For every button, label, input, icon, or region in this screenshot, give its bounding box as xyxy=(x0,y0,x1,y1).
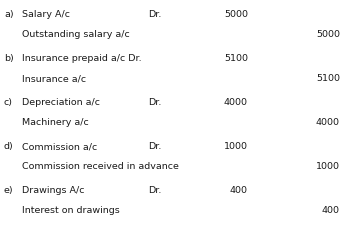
Text: Interest on drawings: Interest on drawings xyxy=(22,206,120,215)
Text: 400: 400 xyxy=(230,186,248,195)
Text: Dr.: Dr. xyxy=(148,186,161,195)
Text: d): d) xyxy=(4,142,14,151)
Text: 1000: 1000 xyxy=(316,162,340,171)
Text: Drawings A/c: Drawings A/c xyxy=(22,186,84,195)
Text: Machinery a/c: Machinery a/c xyxy=(22,118,89,127)
Text: Depreciation a/c: Depreciation a/c xyxy=(22,98,100,107)
Text: Dr.: Dr. xyxy=(148,142,161,151)
Text: b): b) xyxy=(4,54,14,63)
Text: Dr.: Dr. xyxy=(148,10,161,19)
Text: 5100: 5100 xyxy=(224,54,248,63)
Text: 1000: 1000 xyxy=(224,142,248,151)
Text: c): c) xyxy=(4,98,13,107)
Text: Commission a/c: Commission a/c xyxy=(22,142,97,151)
Text: Insurance prepaid a/c Dr.: Insurance prepaid a/c Dr. xyxy=(22,54,142,63)
Text: 400: 400 xyxy=(322,206,340,215)
Text: Outstanding salary a/c: Outstanding salary a/c xyxy=(22,30,130,39)
Text: Salary A/c: Salary A/c xyxy=(22,10,70,19)
Text: Dr.: Dr. xyxy=(148,98,161,107)
Text: Insurance a/c: Insurance a/c xyxy=(22,74,86,83)
Text: 5000: 5000 xyxy=(316,30,340,39)
Text: a): a) xyxy=(4,10,14,19)
Text: 4000: 4000 xyxy=(316,118,340,127)
Text: e): e) xyxy=(4,186,14,195)
Text: 5100: 5100 xyxy=(316,74,340,83)
Text: 5000: 5000 xyxy=(224,10,248,19)
Text: Commission received in advance: Commission received in advance xyxy=(22,162,179,171)
Text: 4000: 4000 xyxy=(224,98,248,107)
